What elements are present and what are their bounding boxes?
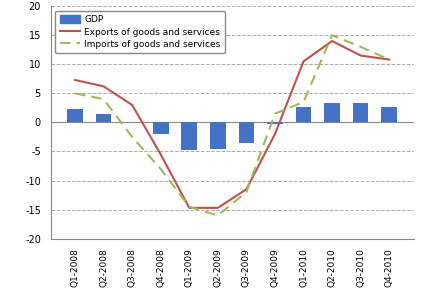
Bar xyxy=(238,122,254,143)
Bar xyxy=(96,114,111,122)
Bar xyxy=(267,122,283,124)
Bar xyxy=(381,107,397,122)
Bar xyxy=(296,107,311,122)
Bar xyxy=(210,122,226,149)
Bar xyxy=(181,122,197,150)
Bar xyxy=(153,122,168,134)
Legend: GDP, Exports of goods and services, Imports of goods and services: GDP, Exports of goods and services, Impo… xyxy=(55,11,225,53)
Bar xyxy=(67,109,83,122)
Bar xyxy=(324,103,340,122)
Bar xyxy=(353,103,368,122)
